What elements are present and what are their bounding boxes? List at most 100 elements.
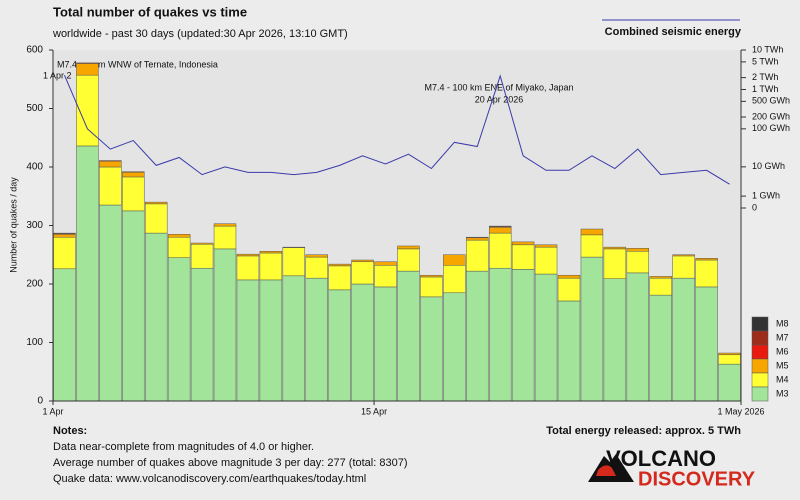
y2-tick-label: 2 TWh [752,72,778,82]
chart-subtitle: worldwide - past 30 days (updated:30 Apr… [52,28,348,40]
bar-segment [626,250,650,274]
note: Average number of quakes above magnitude… [53,457,407,469]
logo-icon [596,465,616,476]
y2-tick-label: 1 TWh [752,84,778,94]
note: Data near-complete from magnitudes of 4.… [53,441,314,453]
legend-label: M8 [776,318,789,328]
bar-segment [53,232,76,234]
bar-segment [122,210,145,402]
bar-segment [488,232,512,269]
bar-segment [282,275,306,402]
legend-label: M3 [776,388,789,398]
bar-segment [144,203,168,234]
legend-swatch [751,372,769,388]
bar-segment [466,239,489,272]
bar-segment [443,265,466,294]
notes-heading: Notes: [53,425,87,437]
x-tick-label: 1 May 2026 [717,406,764,416]
bar-segment [420,296,443,402]
bar-segment [236,255,260,281]
bar-segment [695,259,718,288]
bar-segment [534,244,558,248]
bar-segment [443,292,466,402]
y-tick-label: 100 [26,337,43,348]
bar-segment [328,263,351,267]
bar-segment [534,246,558,275]
legend-label: M5 [776,360,789,370]
bar-segment [122,176,145,212]
bar-segment [99,166,122,206]
bar-segment [649,276,672,279]
y-tick-label: 600 [26,45,43,56]
y-axis-label: Number of quakes / day [8,177,18,273]
bar-segment [259,250,283,254]
bar-segment [167,236,191,258]
annotation: M7.4 - 100 km ENE of Miyako, Japan [424,82,573,92]
bar-segment [351,283,374,402]
bar-segment [580,234,604,258]
bar-segment [603,278,627,402]
legend-label: M4 [776,374,789,384]
legend-swatch [751,330,769,346]
bar-segment [718,354,741,365]
bar-segment [305,256,328,279]
y-tick-label: 300 [26,220,43,231]
bar-segment [99,204,122,402]
bar-segment [144,201,168,205]
bar-segment [122,172,145,178]
bar-segment [466,270,489,402]
bar-segment [328,289,351,402]
bar-segment [718,352,741,356]
bar-segment [511,244,535,270]
chart-title: Total number of quakes vs time [53,4,247,19]
bar-segment [466,237,489,241]
bar-segment [488,227,512,234]
bar-segment [282,247,306,277]
bar-segment [259,279,283,402]
y2-tick-label: 100 GWh [752,123,790,133]
bar-segment [580,228,604,236]
bar-segment [374,286,397,402]
bar-segment [76,62,99,64]
logo: VOLCANO DISCOVERY [588,446,756,490]
bar-segment [259,252,283,281]
bar-segment [76,63,99,76]
bar-segment [672,277,695,402]
bar-segment [99,160,122,162]
bar-segment [167,257,191,402]
y-tick-label: 400 [26,162,43,173]
legend-label: M6 [776,346,789,356]
x-tick-label: 1 Apr [42,406,63,416]
y-tick-label: 500 [26,103,43,114]
bar-segment [53,268,76,402]
bar-segment [190,243,214,269]
legend-swatch [751,358,769,374]
bar-segment [213,223,237,227]
bar-segment [351,261,374,285]
bar-segment [557,277,581,302]
bar-segment [397,245,420,250]
bar-segment [190,242,214,245]
x-tick-label: 15 Apr [361,406,387,416]
y2-tick-label: 10 GWh [752,161,785,171]
bar-segment [603,246,627,250]
bar-segment [99,160,122,168]
annotation: 1 Apr 2 [43,70,72,80]
bar-segment [488,267,512,402]
bar-segment [649,294,672,402]
bar-segment [374,265,397,288]
y2-tick-label: 5 TWh [752,56,778,66]
bar-segment [305,254,328,258]
y2-tick-label: 200 GWh [752,111,790,121]
bar-segment [144,232,168,402]
bar-segment [488,225,512,227]
bar-segment [718,363,741,402]
bar-segment [580,256,604,402]
bar-segment [557,300,581,402]
plot-area [53,50,741,401]
logo-top: VOLCANO [606,446,716,471]
bar-segment [534,273,558,402]
note: Quake data: www.volcanodiscovery.com/ear… [53,473,366,485]
legend-swatch [751,386,769,402]
